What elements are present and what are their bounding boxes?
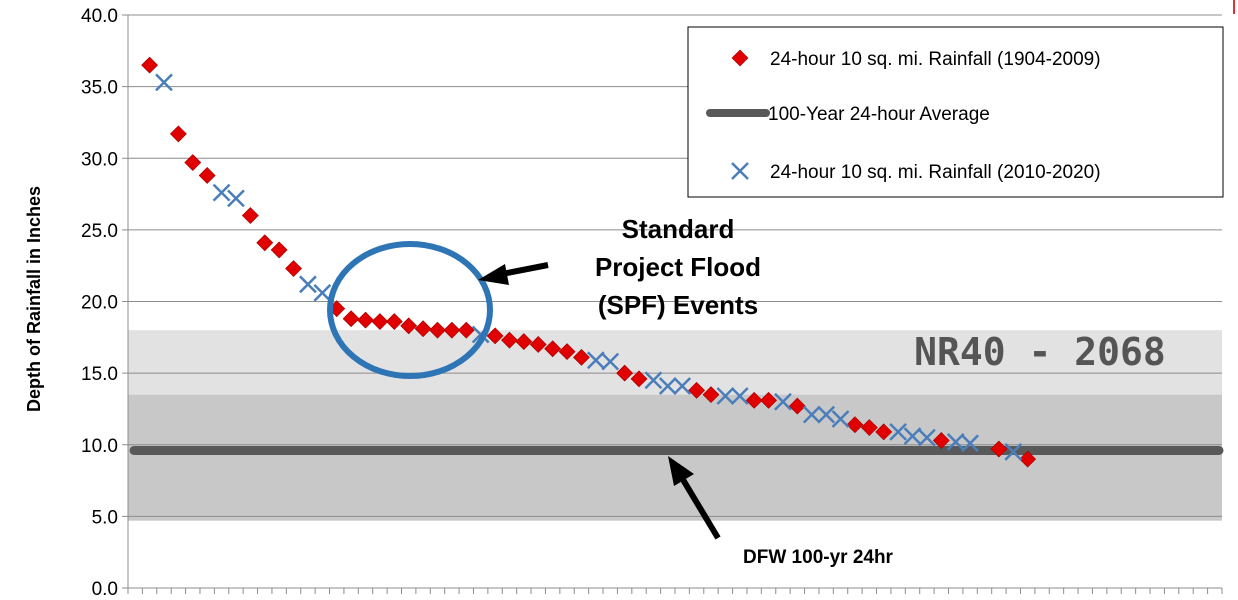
spf-label-line-2: Project Flood [595,252,761,282]
data-point-diamond [573,348,590,366]
dfw-arrow-head [668,456,694,486]
data-point-x [831,410,850,428]
data-point-diamond [414,320,432,338]
data-point-x [313,284,332,302]
data-point-diamond [270,241,288,259]
data-point-diamond [501,331,518,349]
y-tick-label: 5.0 [92,507,118,528]
dfw-arrow-shaft [679,476,721,540]
shaded-band-1 [128,330,1222,395]
legend-x-marker [731,162,749,180]
data-point-diamond [990,440,1008,458]
data-point-diamond [241,207,259,224]
data-point-diamond [443,321,461,339]
y-tick-label: 15.0 [81,364,118,385]
gridlines [122,14,1222,589]
data-point-diamond [544,340,562,358]
data-point-diamond [616,364,634,382]
y-tick-label: 20.0 [81,293,118,314]
data-point-x [918,428,936,447]
data-point-diamond [760,391,777,409]
data-point-diamond [486,327,504,345]
data-point-diamond [141,56,159,74]
data-point-diamond [788,397,806,415]
spf-arrow-head [478,264,509,285]
band-label: NR40 - 2068 [914,330,1166,374]
data-point-x [227,189,245,208]
data-point-diamond [357,311,374,329]
data-point-x [155,73,173,92]
data-point-diamond [558,343,576,361]
data-point-diamond [285,260,302,277]
data-point-diamond [702,386,720,404]
y-tick-label: 35.0 [81,78,118,99]
data-point-diamond [385,313,403,330]
data-point-diamond [169,125,187,143]
data-point-x [817,405,836,424]
data-point-diamond [630,370,648,388]
data-point-x [889,422,908,441]
y-axis-title: Depth of Rainfall in Inches [24,186,44,412]
y-tick-labels: 0.0 5.0 10.0 15.0 20.0 25.0 30.0 35.0 40.0 [81,6,118,600]
data-point-diamond [371,313,389,330]
legend-item-2010-2020: 24-hour 10 sq. mi. Rainfall (2010-2020) [770,162,1101,183]
data-point-diamond [515,333,533,351]
axes [127,15,1223,594]
data-point-x [586,351,605,370]
data-point-x [716,387,735,405]
data-point-diamond [400,317,418,335]
data-point-x [658,377,677,395]
shaded-band-0 [128,394,1222,521]
data-point-x [961,434,979,453]
y-tick-label: 25.0 [81,221,118,242]
data-point-diamond [256,234,274,252]
data-point-x [1004,443,1023,461]
data-point-x [946,433,965,451]
legend-item-100yr-average: 100-Year 24-hour Average [768,104,990,125]
data-point-diamond [860,419,878,436]
data-point-diamond [184,154,202,171]
data-point-x [644,371,663,390]
data-point-diamond [429,321,446,339]
legend: 24-hour 10 sq. mi. Rainfall (1904-2009) … [687,26,1224,198]
data-point-x [299,275,317,294]
spf-arrow-shaft [501,262,549,277]
data-point-diamond [932,432,950,449]
shaded-bands [128,330,1222,521]
data-point-x [774,392,792,411]
data-point-diamond [1019,450,1037,468]
y-tick-label: 40.0 [81,6,118,27]
y-tick-label: 10.0 [81,436,118,457]
data-point-x [601,352,620,371]
data-point-x [730,387,749,405]
y-tick-label: 30.0 [81,149,118,170]
legend-diamond-marker [731,49,749,67]
data-point-diamond [745,391,763,409]
data-point-diamond [457,321,475,339]
data-point-diamond [342,310,360,328]
data-point-diamond [529,336,547,353]
data-points [141,56,1037,468]
data-point-diamond [846,416,864,434]
legend-box [687,26,1224,198]
data-point-diamond [875,423,893,441]
spf-label-line-1: Standard [622,214,735,244]
data-point-x [903,427,922,446]
data-point-x [212,183,231,202]
legend-item-1904-2009: 24-hour 10 sq. mi. Rainfall (1904-2009) [770,49,1101,70]
data-point-x [802,405,821,424]
y-tick-label: 0.0 [92,579,118,600]
spf-label-line-3: (SPF) Events [598,290,758,320]
spf-highlight-ellipse [327,241,493,379]
dfw-label: DFW 100-yr 24hr [743,547,894,568]
data-point-diamond [688,381,706,399]
data-point-x [673,377,692,395]
data-point-diamond [198,167,216,184]
